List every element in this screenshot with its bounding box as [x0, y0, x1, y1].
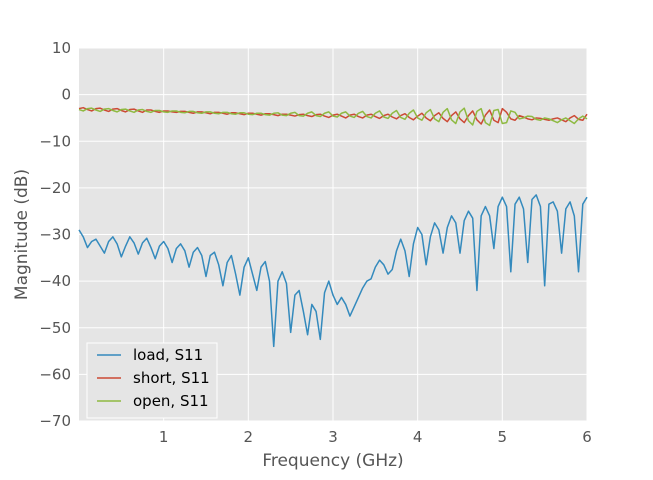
series-line	[78, 194, 588, 348]
legend-label: open, S11	[133, 392, 209, 410]
y-axis-label: Magnitude (dB)	[12, 169, 32, 300]
legend-label: load, S11	[133, 346, 203, 364]
y-tick-label: −10	[39, 132, 71, 150]
x-tick-label: 4	[413, 428, 423, 446]
x-tick-label: 3	[328, 428, 338, 446]
legend-label: short, S11	[133, 369, 210, 387]
x-tick-label: 2	[244, 428, 254, 446]
y-tick-label: −20	[39, 179, 71, 197]
y-tick-label: −60	[39, 365, 71, 383]
series-line	[78, 107, 588, 127]
y-tick-label: 0	[61, 86, 71, 104]
x-tick-label: 1	[159, 428, 169, 446]
x-tick-label: 5	[498, 428, 508, 446]
grid	[79, 47, 588, 422]
tick-labels: 1 2 3 4 5 6 10 0 −10 −20 −30 −40 −50 −60 −70	[39, 39, 591, 446]
y-tick-label: −50	[39, 319, 71, 337]
y-tick-label: −70	[39, 412, 71, 430]
series-layer	[78, 106, 588, 348]
y-tick-label: −30	[39, 226, 71, 244]
legend: load, S11 short, S11 open, S11	[86, 342, 218, 419]
y-tick-label: −40	[39, 272, 71, 290]
x-tick-label: 6	[582, 428, 592, 446]
y-tick-label: 10	[52, 39, 71, 57]
x-axis-label: Frequency (GHz)	[262, 451, 403, 471]
